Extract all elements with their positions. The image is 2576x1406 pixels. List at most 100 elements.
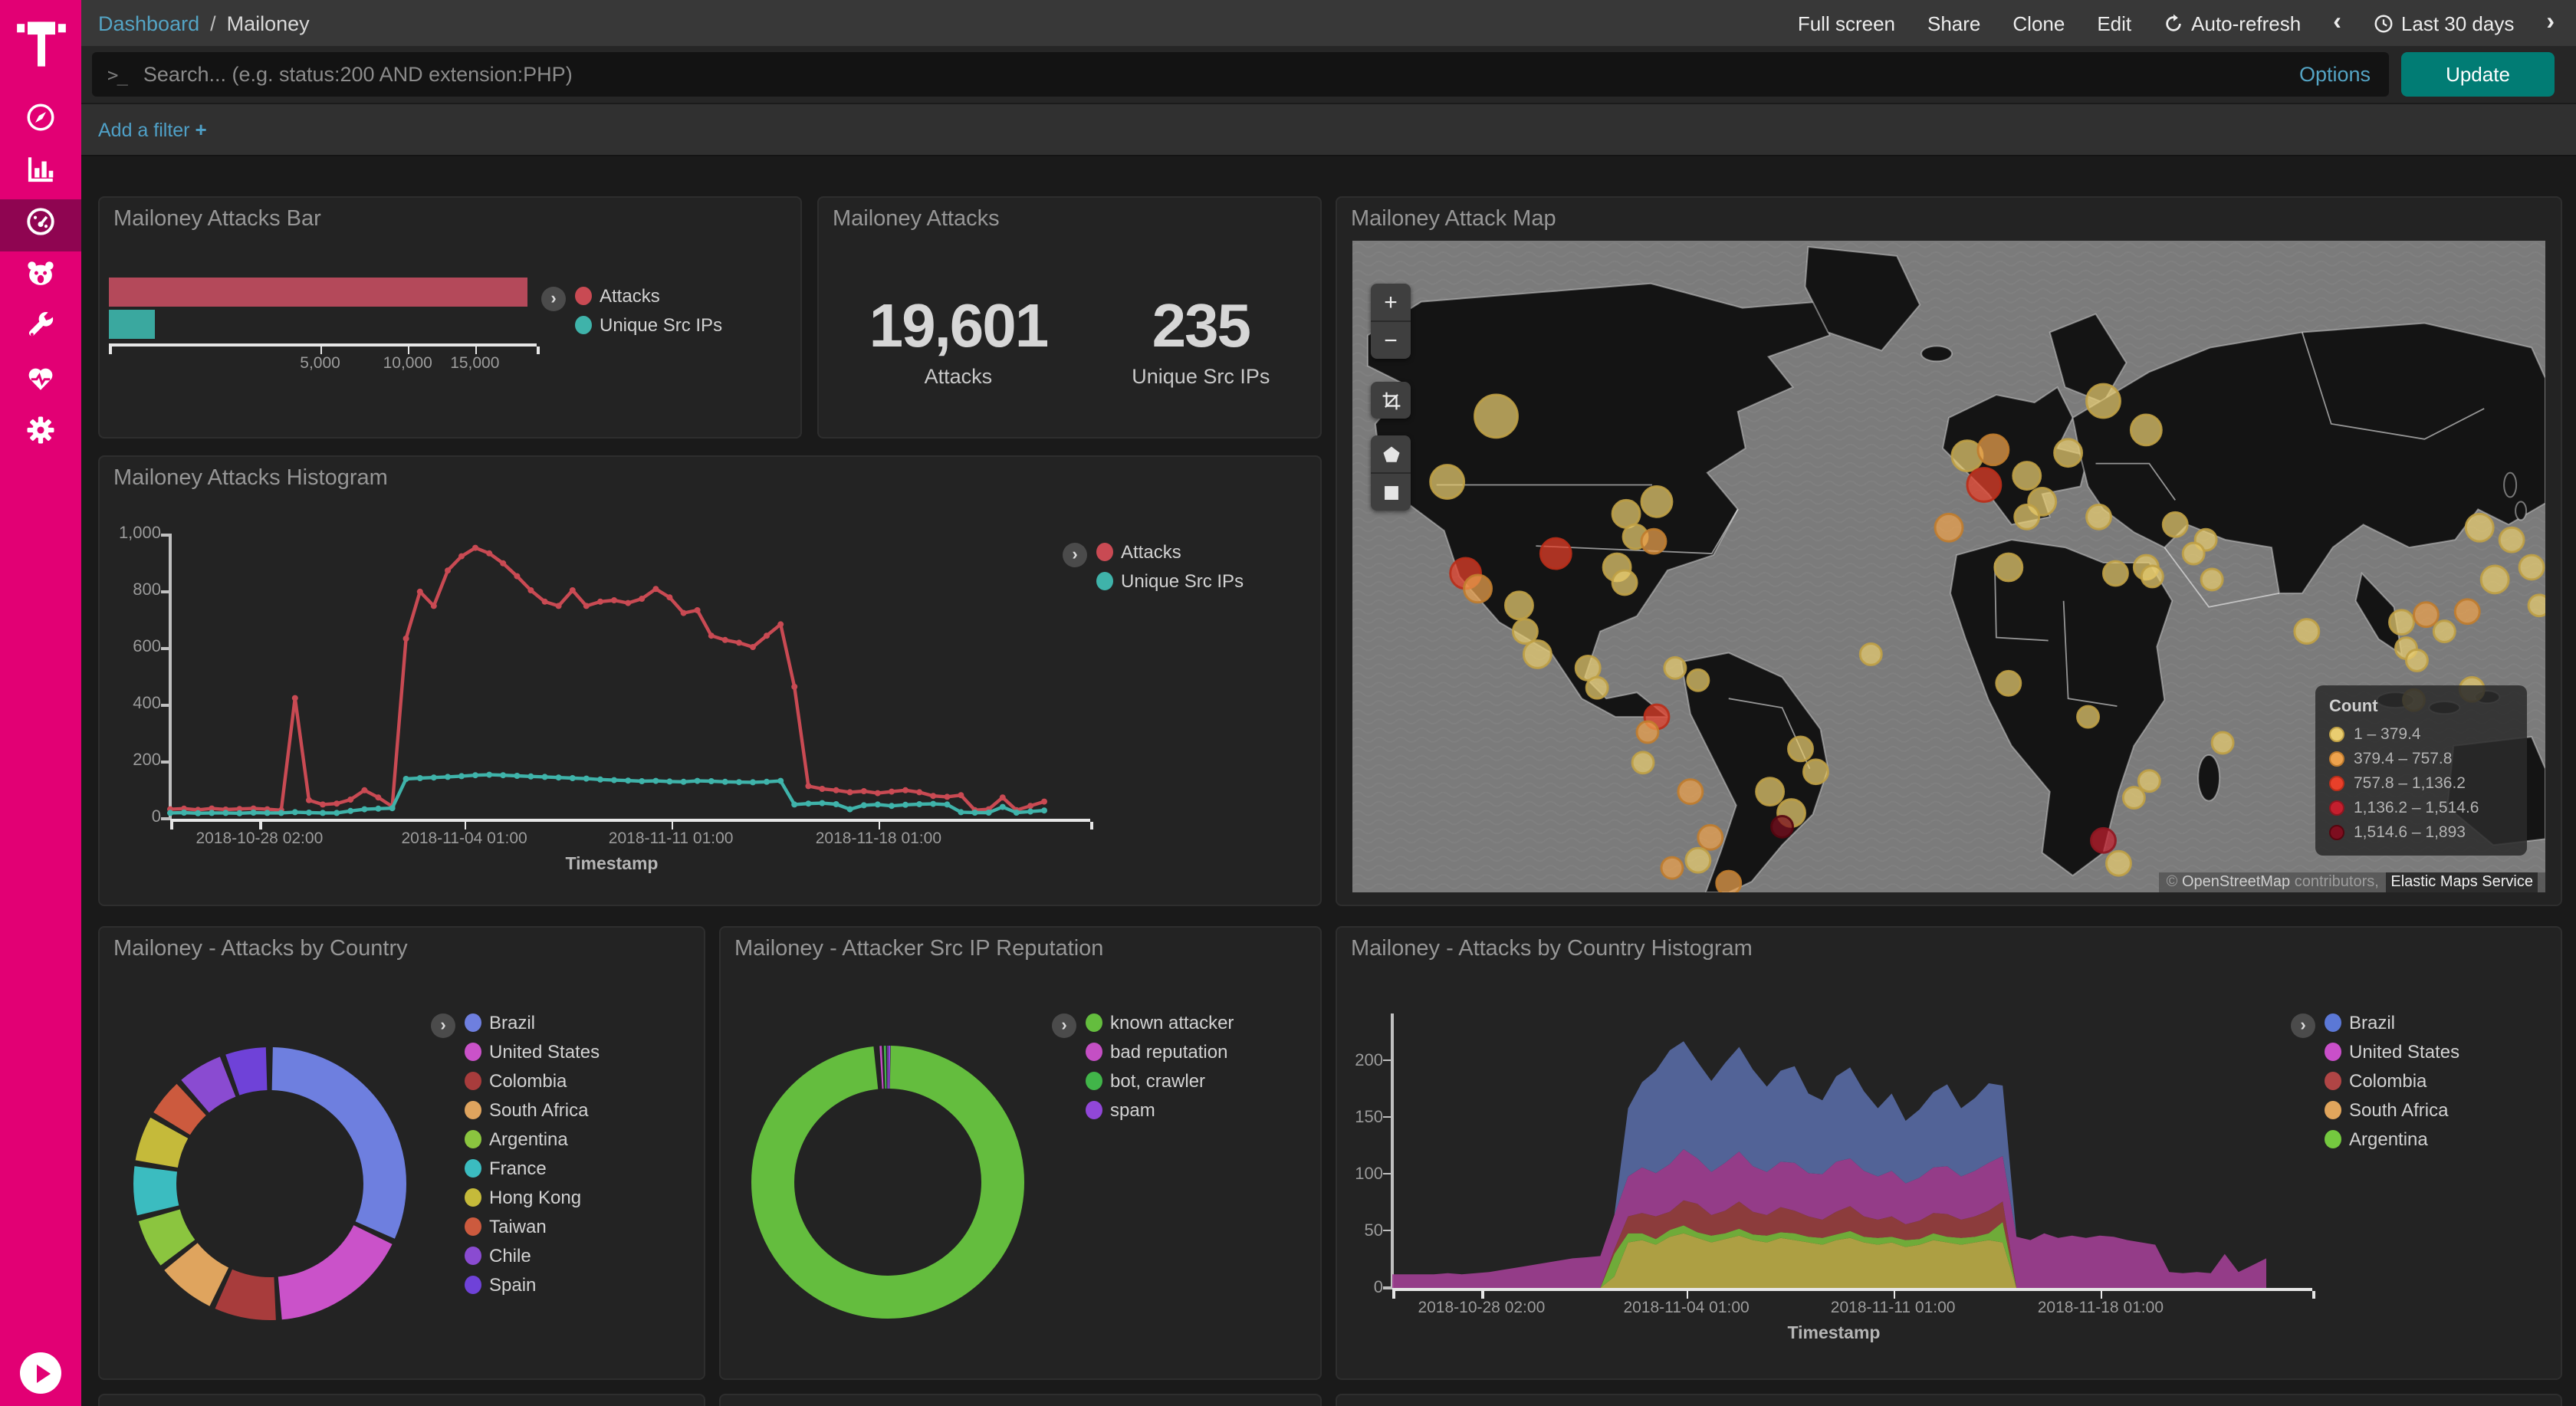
x-tick-label: 2018-11-04 01:00 (1623, 1299, 1750, 1317)
search-input[interactable] (140, 61, 2285, 87)
map-crop-control (1371, 382, 1411, 419)
attacks-bar[interactable] (109, 278, 527, 307)
time-range-button[interactable]: Last 30 days (2374, 11, 2514, 34)
legend-item[interactable]: Unique Src IPs (1096, 566, 1244, 595)
sidebar-item-dashboard[interactable] (0, 199, 81, 251)
clone-button[interactable]: Clone (2013, 11, 2065, 34)
legend-item[interactable]: Colombia (465, 1066, 600, 1095)
legend-item[interactable]: Attacks (1096, 537, 1244, 566)
legend-label: South Africa (2349, 1099, 2449, 1120)
legend-expand-icon[interactable]: › (2291, 1013, 2315, 1038)
panel-partial-3 (1336, 1394, 2562, 1406)
panel-title: Mailoney Attack Map (1351, 207, 1556, 232)
country-legend[interactable]: Brazil United States Colombia South Africa A… (465, 1007, 600, 1299)
legend-label: Colombia (489, 1069, 567, 1091)
polygon-icon[interactable] (1371, 435, 1411, 472)
share-button[interactable]: Share (1927, 11, 1981, 34)
country-donut-chart[interactable] (132, 1046, 408, 1322)
legend-dot (465, 1217, 481, 1235)
unique-src-ips-bar[interactable] (109, 310, 155, 339)
bar-legend[interactable]: Attacks Unique Src IPs (575, 281, 722, 339)
histogram-legend[interactable]: Attacks Unique Src IPs (1096, 537, 1244, 595)
legend-item[interactable]: South Africa (2325, 1095, 2459, 1124)
area-legend[interactable]: Brazil United States Colombia South Africa A… (2325, 1007, 2459, 1153)
crop-icon[interactable] (1371, 382, 1411, 419)
legend-item[interactable]: Argentina (2325, 1124, 2459, 1153)
legend-dot (465, 1129, 481, 1148)
legend-expand-icon[interactable]: › (541, 287, 566, 311)
sidebar-item-settings[interactable] (0, 408, 81, 460)
world-map (1352, 241, 2545, 892)
reputation-donut-chart[interactable] (750, 1044, 1026, 1320)
legend-dot (2329, 825, 2344, 840)
country-area-chart[interactable] (1392, 1015, 2275, 1288)
sidebar-item-tpot[interactable] (0, 251, 81, 304)
legend-item[interactable]: Brazil (2325, 1007, 2459, 1036)
map-viewport[interactable]: + − (1352, 241, 2545, 892)
legend-dot (2329, 800, 2344, 816)
options-link[interactable]: Options (2298, 63, 2371, 86)
legend-expand-icon[interactable]: › (1052, 1013, 1076, 1038)
legend-expand-icon[interactable]: › (431, 1013, 455, 1038)
legend-dot (1086, 1013, 1102, 1031)
legend-item[interactable]: Attacks (575, 281, 722, 310)
legend-item[interactable]: bot, crawler (1086, 1066, 1234, 1095)
time-prev-button[interactable]: ‹ (2333, 9, 2341, 35)
legend-label: 379.4 – 757.8 (2354, 750, 2453, 768)
elastic-maps-service-link[interactable]: Elastic Maps Service (2386, 872, 2538, 892)
play-button[interactable] (20, 1352, 61, 1394)
legend-item[interactable]: Hong Kong (465, 1182, 600, 1211)
sidebar-item-discover[interactable] (0, 95, 81, 147)
legend-item[interactable]: bad reputation (1086, 1036, 1234, 1066)
legend-item[interactable]: known attacker (1086, 1007, 1234, 1036)
legend-expand-icon[interactable]: › (1063, 543, 1087, 567)
legend-item[interactable]: spam (1086, 1095, 1234, 1124)
y-tick-label: 50 (1364, 1221, 1384, 1240)
legend-item[interactable]: Chile (465, 1240, 600, 1270)
legend-item[interactable]: Brazil (465, 1007, 600, 1036)
y-tick-label: 0 (151, 808, 161, 826)
legend-label: 1,136.2 – 1,514.6 (2354, 799, 2479, 817)
legend-item[interactable]: Colombia (2325, 1066, 2459, 1095)
add-filter-link[interactable]: Add a filter + (98, 118, 207, 141)
time-next-button[interactable]: › (2546, 9, 2555, 35)
attacks-line-chart[interactable] (167, 534, 1053, 817)
legend-item[interactable]: Argentina (465, 1124, 600, 1153)
reputation-legend[interactable]: known attacker bad reputation bot, crawler… (1086, 1007, 1234, 1124)
breadcrumb-dashboard-link[interactable]: Dashboard (98, 11, 200, 34)
legend-item[interactable]: South Africa (465, 1095, 600, 1124)
legend-dot (575, 286, 592, 304)
legend-item[interactable]: France (465, 1153, 600, 1182)
legend-label: 757.8 – 1,136.2 (2354, 774, 2466, 793)
sidebar-item-health[interactable] (0, 356, 81, 408)
metric-group: 19,601 Attacks 235 Unique Src IPs (819, 244, 1320, 437)
sidebar-item-visualize[interactable] (0, 147, 81, 199)
legend-item[interactable]: Unique Src IPs (575, 310, 722, 339)
zoom-in-button[interactable]: + (1384, 289, 1398, 315)
rectangle-icon[interactable] (1371, 472, 1411, 511)
bar-chart-icon (25, 153, 57, 193)
topbar-actions: Full screen Share Clone Edit Auto-refres… (1797, 9, 2555, 35)
legend-item[interactable]: Taiwan (465, 1211, 600, 1240)
map-legend-item: 379.4 – 757.8 (2329, 747, 2513, 771)
panel-attack-map: Mailoney Attack Map (1336, 196, 2562, 906)
legend-item[interactable]: United States (2325, 1036, 2459, 1066)
full-screen-button[interactable]: Full screen (1797, 11, 1895, 34)
edit-button[interactable]: Edit (2097, 11, 2132, 34)
panel-attacks-histogram: Mailoney Attacks Histogram 1,000 800 600 40… (98, 455, 1322, 906)
legend-label: Attacks (1121, 540, 1181, 562)
legend-label: United States (2349, 1040, 2460, 1062)
update-button[interactable]: Update (2401, 52, 2555, 97)
wrench-icon (25, 310, 57, 350)
openstreetmap-link[interactable]: OpenStreetMap (2181, 874, 2291, 891)
telekom-logo[interactable] (0, 0, 81, 80)
sidebar-item-tools[interactable] (0, 304, 81, 356)
legend-item[interactable]: United States (465, 1036, 600, 1066)
legend-label: Hong Kong (489, 1186, 582, 1207)
legend-item[interactable]: Spain (465, 1270, 600, 1299)
auto-refresh-button[interactable]: Auto-refresh (2164, 11, 2301, 34)
axis-tick-label: 10,000 (383, 354, 432, 373)
legend-dot (1086, 1071, 1102, 1089)
legend-dot (1096, 542, 1113, 560)
zoom-out-button[interactable]: − (1371, 320, 1411, 359)
